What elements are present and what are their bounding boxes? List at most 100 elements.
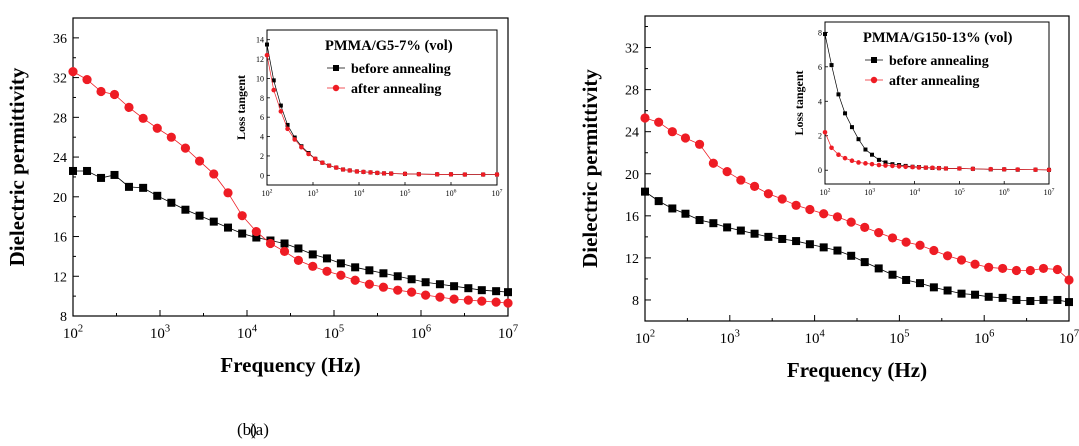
inset-x-tick-label: 107: [1044, 187, 1055, 197]
inset-data-point-circle: [957, 166, 962, 171]
inset-y-axis-title: Loss tangent: [234, 75, 248, 140]
data-point-circle: [763, 189, 773, 199]
inset-x-tick-label: 104: [909, 187, 920, 197]
y-tick-label: 8: [632, 294, 639, 309]
y-tick-label: 16: [53, 231, 67, 246]
inset-data-point-square: [271, 78, 276, 83]
data-point-circle: [265, 238, 276, 249]
data-point-circle: [336, 270, 346, 280]
data-point-circle: [194, 156, 205, 166]
data-point-square: [322, 254, 331, 263]
inset-data-point-circle: [402, 171, 408, 177]
data-point-circle: [152, 123, 162, 133]
data-point-circle: [364, 279, 374, 289]
inset-y-tick-label: 4: [260, 133, 264, 142]
data-point-circle: [503, 298, 513, 308]
inset-data-point-square: [265, 42, 269, 47]
data-point-square: [778, 234, 787, 243]
data-point-circle: [1038, 263, 1049, 274]
data-point-square: [1053, 295, 1062, 304]
data-point-square: [139, 183, 148, 192]
data-point-circle: [791, 200, 801, 210]
inset-x-tick-label: 102: [262, 188, 273, 198]
x-tick-label: 102: [635, 328, 655, 347]
inset-data-point-circle: [1015, 167, 1020, 172]
inset-data-point-circle: [916, 165, 922, 170]
inset-data-point-circle: [903, 164, 908, 170]
data-point-square: [83, 166, 92, 175]
inset-y-axis-title: Loss tangent: [792, 70, 806, 135]
inset-data-point-circle: [271, 87, 277, 93]
data-point-square: [181, 205, 190, 214]
data-point-circle: [887, 233, 898, 243]
y-tick-label: 12: [625, 252, 639, 267]
x-tick-label: 104: [804, 328, 825, 347]
inset-data-point-circle: [306, 151, 311, 157]
inset-x-tick-label: 102: [820, 187, 831, 197]
inset-data-point-circle: [863, 161, 868, 166]
inset-data-point-circle: [292, 137, 297, 142]
inset-data-point-circle: [970, 166, 976, 172]
inset-y-tick-label: 14: [256, 36, 264, 45]
inset-data-point-circle: [988, 166, 994, 172]
inset-x-tick-label: 106: [446, 188, 457, 198]
inset-y-tick-label: 12: [256, 55, 264, 64]
data-point-circle: [237, 211, 247, 221]
inset-data-point-circle: [320, 160, 325, 166]
data-point-square: [971, 290, 980, 299]
data-point-square: [695, 216, 704, 225]
data-point-circle: [223, 188, 233, 198]
data-point-square: [379, 269, 388, 278]
data-point-square: [847, 251, 856, 260]
inset-y-tick-label: 4: [818, 97, 822, 106]
data-point-circle: [251, 226, 261, 237]
data-point-circle: [860, 222, 870, 232]
inset-data-point-circle: [1001, 167, 1007, 172]
inset-frame: [824, 21, 1050, 185]
y-tick-label: 32: [625, 42, 639, 57]
data-point-circle: [1052, 264, 1063, 275]
inset-x-tick-label: 103: [308, 188, 319, 198]
inset-y-tick-label: 6: [818, 63, 822, 72]
data-point-circle: [832, 212, 843, 222]
inset-y-tick-label: 8: [818, 28, 822, 37]
x-axis-title: Frequency (Hz): [220, 353, 360, 377]
legend-marker-circle: [332, 84, 340, 92]
data-point-square: [209, 217, 218, 226]
data-point-square: [819, 243, 828, 252]
data-point-square: [736, 226, 745, 235]
data-point-square: [365, 266, 374, 275]
data-point-square: [97, 173, 106, 182]
caption-a: (a): [250, 420, 269, 439]
inset-data-point-circle: [326, 163, 332, 168]
series-line-0: [644, 191, 1070, 303]
inset-x-tick-label: 104: [354, 188, 365, 198]
y-tick-label: 28: [53, 111, 67, 126]
data-point-circle: [819, 209, 829, 219]
data-point-circle: [640, 113, 650, 123]
inset-y-tick-label: 0: [260, 171, 264, 180]
x-tick-label: 106: [974, 328, 994, 347]
data-point-circle: [421, 290, 431, 300]
legend-label: after annealing: [889, 74, 979, 89]
data-point-square: [393, 272, 402, 281]
data-point-circle: [138, 113, 148, 123]
data-point-square: [464, 284, 473, 293]
data-point-square: [805, 240, 814, 249]
inset-data-point-square: [870, 152, 875, 157]
legend-label: before annealing: [351, 62, 451, 77]
data-point-circle: [736, 175, 746, 185]
inset-data-point-circle: [285, 126, 290, 132]
inset-data-point-circle: [494, 172, 500, 177]
data-point-square: [492, 287, 501, 296]
inset-x-tick-label: 106: [999, 187, 1010, 197]
data-point-square: [1012, 295, 1021, 304]
x-tick-label: 103: [150, 323, 170, 342]
inset-x-tick-label: 105: [400, 188, 411, 198]
data-point-square: [1026, 297, 1035, 306]
data-point-circle: [350, 275, 360, 285]
data-point-square: [833, 246, 842, 255]
data-point-square: [902, 275, 911, 284]
data-point-circle: [874, 228, 884, 238]
data-point-circle: [777, 194, 787, 204]
